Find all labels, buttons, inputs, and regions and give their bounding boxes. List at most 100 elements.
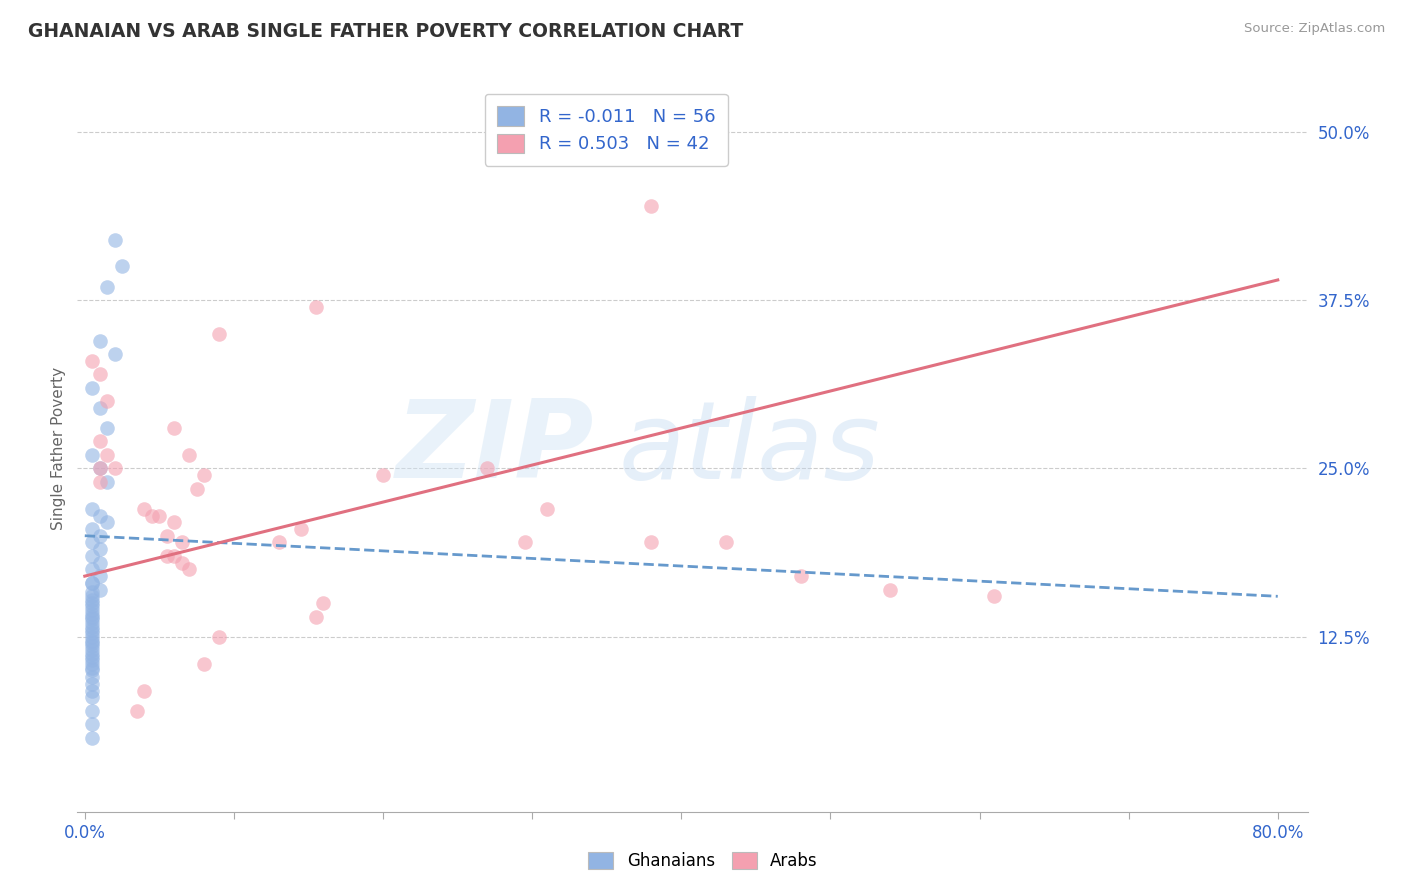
Point: [513, 535, 536, 549]
Point: [82, 575, 104, 590]
Point: [82, 661, 104, 675]
Point: [96, 448, 118, 462]
Point: [163, 516, 186, 530]
Point: [104, 233, 127, 247]
Point: [82, 612, 104, 626]
Point: [89, 542, 111, 557]
Point: [156, 549, 179, 563]
Point: [163, 421, 186, 435]
Point: [82, 603, 104, 617]
Y-axis label: Single Father Poverty: Single Father Poverty: [51, 367, 66, 530]
Point: [82, 731, 104, 745]
Point: [82, 664, 104, 678]
Point: [640, 535, 662, 549]
Point: [89, 475, 111, 489]
Point: [312, 596, 335, 610]
Point: [82, 677, 104, 691]
Point: [82, 599, 104, 613]
Point: [82, 562, 104, 576]
Point: [141, 508, 163, 523]
Point: [89, 334, 111, 348]
Point: [89, 401, 111, 415]
Point: [89, 434, 111, 449]
Point: [82, 647, 104, 661]
Point: [82, 585, 104, 599]
Text: ZIP: ZIP: [395, 395, 595, 501]
Point: [82, 649, 104, 664]
Point: [82, 639, 104, 653]
Point: [208, 630, 231, 644]
Point: [82, 630, 104, 644]
Point: [82, 670, 104, 684]
Point: [290, 522, 312, 536]
Point: [82, 535, 104, 549]
Legend: R = -0.011   N = 56, R = 0.503   N = 42: R = -0.011 N = 56, R = 0.503 N = 42: [485, 94, 728, 166]
Point: [82, 616, 104, 631]
Point: [134, 501, 156, 516]
Point: [82, 501, 104, 516]
Point: [82, 683, 104, 698]
Point: [179, 562, 201, 576]
Point: [156, 529, 179, 543]
Point: [111, 260, 134, 274]
Point: [82, 522, 104, 536]
Point: [82, 704, 104, 718]
Point: [208, 326, 231, 341]
Point: [714, 535, 737, 549]
Point: [879, 582, 901, 597]
Point: [82, 549, 104, 563]
Point: [82, 596, 104, 610]
Point: [96, 279, 118, 293]
Point: [193, 468, 215, 483]
Point: [96, 475, 118, 489]
Point: [104, 347, 127, 361]
Legend: Ghanaians, Arabs: Ghanaians, Arabs: [582, 845, 824, 877]
Point: [170, 556, 193, 570]
Point: [170, 535, 193, 549]
Point: [125, 704, 148, 718]
Point: [89, 582, 111, 597]
Point: [82, 625, 104, 640]
Point: [82, 643, 104, 657]
Point: [89, 569, 111, 583]
Point: [82, 575, 104, 590]
Point: [305, 609, 328, 624]
Text: GHANAIAN VS ARAB SINGLE FATHER POVERTY CORRELATION CHART: GHANAIAN VS ARAB SINGLE FATHER POVERTY C…: [28, 22, 744, 41]
Point: [89, 461, 111, 475]
Point: [193, 657, 215, 671]
Point: [82, 652, 104, 666]
Point: [89, 461, 111, 475]
Point: [536, 501, 558, 516]
Point: [789, 569, 811, 583]
Point: [148, 508, 170, 523]
Point: [82, 593, 104, 607]
Point: [179, 448, 201, 462]
Point: [89, 508, 111, 523]
Point: [305, 300, 328, 314]
Point: [89, 529, 111, 543]
Point: [267, 535, 290, 549]
Point: [82, 590, 104, 604]
Point: [371, 468, 394, 483]
Point: [89, 367, 111, 381]
Point: [82, 633, 104, 648]
Point: [82, 353, 104, 368]
Point: [82, 636, 104, 650]
Point: [134, 683, 156, 698]
Text: Source: ZipAtlas.com: Source: ZipAtlas.com: [1244, 22, 1385, 36]
Point: [163, 549, 186, 563]
Point: [82, 620, 104, 634]
Point: [82, 717, 104, 731]
Point: [82, 448, 104, 462]
Point: [82, 623, 104, 637]
Point: [96, 394, 118, 409]
Point: [477, 461, 499, 475]
Point: [82, 690, 104, 705]
Point: [640, 199, 662, 213]
Point: [104, 461, 127, 475]
Point: [96, 421, 118, 435]
Point: [96, 516, 118, 530]
Point: [89, 556, 111, 570]
Point: [983, 590, 1005, 604]
Text: atlas: atlas: [619, 396, 880, 500]
